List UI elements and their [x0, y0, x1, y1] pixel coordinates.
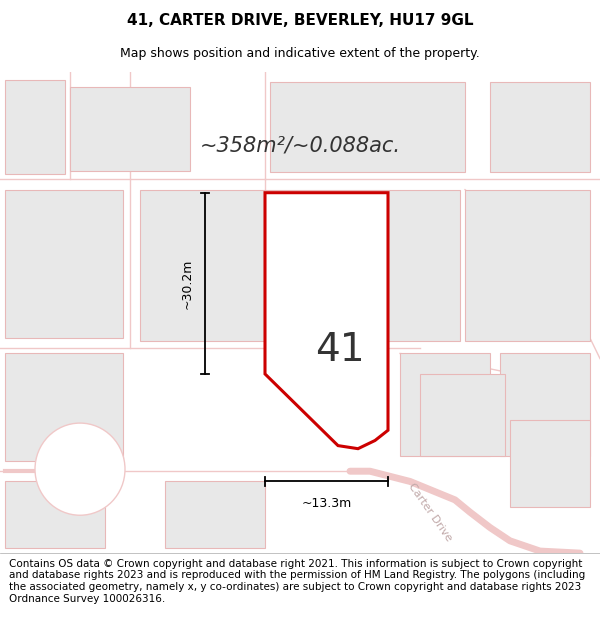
- Text: 41: 41: [315, 331, 364, 369]
- Bar: [500, 354, 590, 456]
- Bar: [5, 80, 65, 174]
- Circle shape: [35, 423, 125, 515]
- Polygon shape: [265, 192, 388, 449]
- Bar: [400, 354, 490, 456]
- Text: Contains OS data © Crown copyright and database right 2021. This information is : Contains OS data © Crown copyright and d…: [9, 559, 585, 604]
- Text: Map shows position and indicative extent of the property.: Map shows position and indicative extent…: [120, 48, 480, 61]
- Bar: [165, 481, 265, 548]
- Bar: [270, 82, 465, 172]
- Bar: [420, 374, 505, 456]
- Bar: [5, 354, 123, 461]
- Bar: [140, 189, 460, 341]
- Bar: [465, 189, 590, 341]
- Bar: [5, 189, 123, 338]
- Text: 41, CARTER DRIVE, BEVERLEY, HU17 9GL: 41, CARTER DRIVE, BEVERLEY, HU17 9GL: [127, 12, 473, 28]
- Text: ~13.3m: ~13.3m: [301, 498, 352, 511]
- Text: ~30.2m: ~30.2m: [181, 258, 193, 309]
- Bar: [490, 82, 590, 172]
- Bar: [70, 88, 190, 171]
- Text: ~358m²/~0.088ac.: ~358m²/~0.088ac.: [199, 136, 401, 156]
- Text: Carter Drive: Carter Drive: [406, 481, 454, 543]
- Bar: [510, 420, 590, 507]
- Bar: [5, 481, 105, 548]
